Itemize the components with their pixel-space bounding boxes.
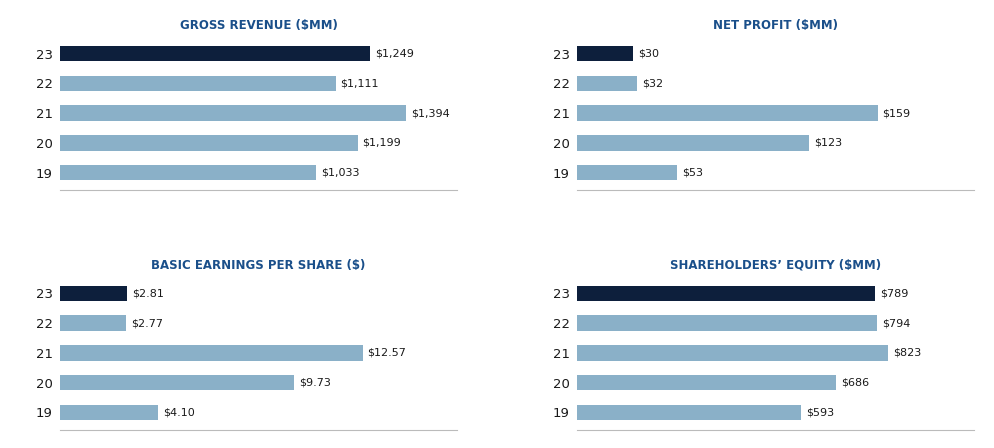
Bar [60, 76, 336, 91]
Bar [577, 405, 801, 420]
Bar [60, 135, 358, 151]
Text: $12.57: $12.57 [368, 348, 407, 358]
Text: $823: $823 [893, 348, 921, 358]
Bar [577, 375, 836, 390]
Text: $2.81: $2.81 [132, 289, 164, 298]
Bar [60, 46, 370, 61]
Title: GROSS REVENUE ($MM): GROSS REVENUE ($MM) [180, 19, 337, 32]
Text: $1,249: $1,249 [375, 49, 414, 59]
Bar [60, 165, 316, 181]
Text: $53: $53 [682, 168, 703, 177]
Text: $1,394: $1,394 [411, 108, 449, 118]
Title: BASIC EARNINGS PER SHARE ($): BASIC EARNINGS PER SHARE ($) [151, 258, 366, 271]
Bar [60, 375, 294, 390]
Bar [577, 345, 889, 361]
Text: $794: $794 [882, 318, 911, 328]
Text: $686: $686 [841, 378, 869, 388]
Bar [577, 135, 809, 151]
Bar [60, 315, 126, 331]
Title: NET PROFIT ($MM): NET PROFIT ($MM) [713, 19, 838, 32]
Text: $123: $123 [814, 138, 842, 148]
Text: $4.10: $4.10 [163, 407, 195, 417]
Bar [577, 315, 877, 331]
Bar [577, 105, 878, 121]
Bar [60, 105, 407, 121]
Bar [577, 285, 876, 301]
Text: $593: $593 [806, 407, 834, 417]
Text: $2.77: $2.77 [131, 318, 163, 328]
Bar [577, 165, 677, 181]
Bar [60, 345, 363, 361]
Text: $9.73: $9.73 [299, 378, 331, 388]
Text: $1,199: $1,199 [363, 138, 402, 148]
Text: $159: $159 [883, 108, 911, 118]
Text: $789: $789 [880, 289, 909, 298]
Bar [577, 46, 633, 61]
Text: $1,111: $1,111 [341, 78, 379, 88]
Text: $1,033: $1,033 [321, 168, 360, 177]
Text: $30: $30 [638, 49, 659, 59]
Bar [577, 76, 637, 91]
Bar [60, 285, 127, 301]
Text: $32: $32 [642, 78, 663, 88]
Title: SHAREHOLDERS’ EQUITY ($MM): SHAREHOLDERS’ EQUITY ($MM) [670, 258, 881, 271]
Bar [60, 405, 158, 420]
